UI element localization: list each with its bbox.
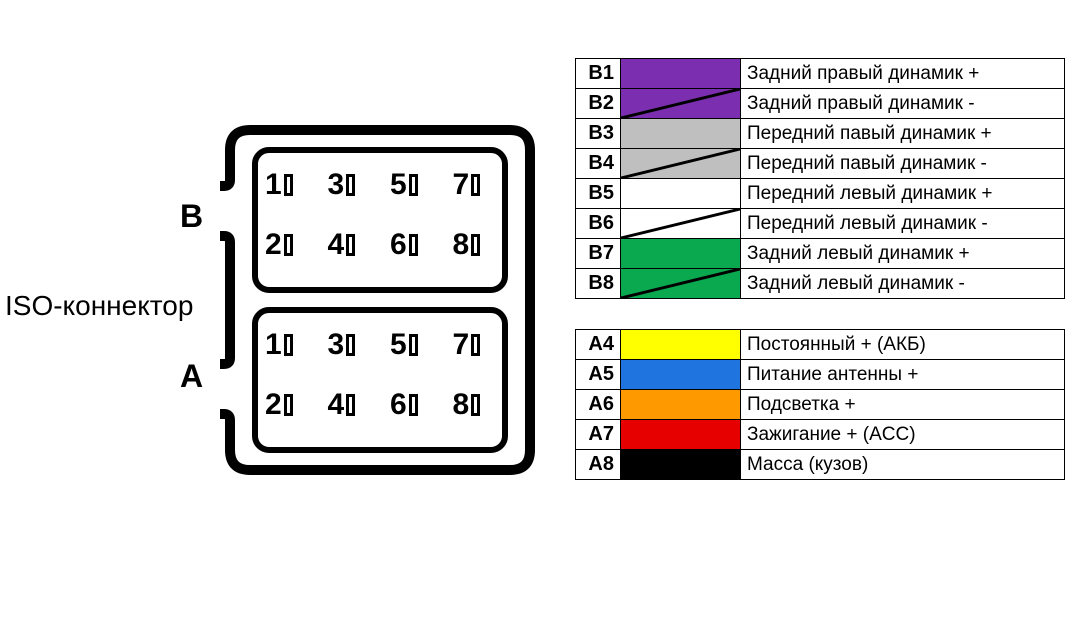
pin-a4: 4	[328, 388, 356, 422]
legend-pin-label: B1	[576, 59, 621, 89]
legend-row: A7 Зажигание + (ACC)	[576, 420, 1065, 450]
stripe-icon	[621, 149, 740, 178]
legend-desc: Передний левый динамик -	[741, 209, 1065, 239]
legend-pin-label: B7	[576, 239, 621, 269]
legend-desc: Задний правый динамик -	[741, 89, 1065, 119]
pin-a6: 6	[390, 388, 418, 422]
legend-pin-label: A8	[576, 450, 621, 480]
legend-desc: Передний павый динамик -	[741, 149, 1065, 179]
legend-pin-label: B4	[576, 149, 621, 179]
legend-row: B6 Передний левый динамик -	[576, 209, 1065, 239]
pin-b7: 7	[453, 168, 481, 202]
legend-desc: Питание антенны +	[741, 360, 1065, 390]
legend-desc: Масса (кузов)	[741, 450, 1065, 480]
legend-row: A6 Подсветка +	[576, 390, 1065, 420]
pin-a1: 1	[265, 328, 293, 362]
legend-pin-label: B5	[576, 179, 621, 209]
legend-desc: Задний правый динамик +	[741, 59, 1065, 89]
pinout-legend: B1 Задний правый динамик + B2 Задний правый…	[575, 58, 1065, 480]
legend-row: B2 Задний правый динамик -	[576, 89, 1065, 119]
pin-a2: 2	[265, 388, 293, 422]
legend-color-swatch	[621, 239, 741, 269]
legend-row: A5 Питание антенны +	[576, 360, 1065, 390]
legend-color-swatch	[621, 450, 741, 480]
legend-pin-label: A6	[576, 390, 621, 420]
pin-a7: 7	[453, 328, 481, 362]
pin-b4: 4	[328, 228, 356, 262]
pin-a5: 5	[390, 328, 418, 362]
legend-desc: Подсветка +	[741, 390, 1065, 420]
legend-pin-label: A5	[576, 360, 621, 390]
section-label-a: A	[180, 358, 203, 395]
legend-desc: Передний левый динамик +	[741, 179, 1065, 209]
legend-table-b: B1 Задний правый динамик + B2 Задний правый…	[575, 58, 1065, 299]
pin-a8: 8	[453, 388, 481, 422]
legend-color-swatch	[621, 59, 741, 89]
section-label-b: B	[180, 198, 203, 235]
legend-color-swatch	[621, 89, 741, 119]
legend-desc: Передний павый динамик +	[741, 119, 1065, 149]
legend-row: A8 Масса (кузов)	[576, 450, 1065, 480]
pins-section-b: 1 3 5 7 2 4 6 8	[260, 155, 515, 275]
legend-table-a: A4Постоянный + (АКБ)A5Питание антенны +A…	[575, 329, 1065, 480]
stripe-icon	[621, 209, 740, 238]
legend-color-swatch	[621, 390, 741, 420]
pins-section-a: 1 3 5 7 2 4 6 8	[260, 315, 515, 435]
legend-pin-label: B3	[576, 119, 621, 149]
legend-desc: Зажигание + (ACC)	[741, 420, 1065, 450]
legend-desc: Задний левый динамик -	[741, 269, 1065, 299]
legend-row: B4 Передний павый динамик -	[576, 149, 1065, 179]
pin-a3: 3	[328, 328, 356, 362]
legend-desc: Задний левый динамик +	[741, 239, 1065, 269]
legend-row: B7 Задний левый динамик +	[576, 239, 1065, 269]
legend-pin-label: B8	[576, 269, 621, 299]
legend-color-swatch	[621, 360, 741, 390]
pin-b5: 5	[390, 168, 418, 202]
legend-color-swatch	[621, 209, 741, 239]
pin-b3: 3	[328, 168, 356, 202]
legend-pin-label: A4	[576, 330, 621, 360]
legend-color-swatch	[621, 420, 741, 450]
legend-row: B8 Задний левый динамик -	[576, 269, 1065, 299]
legend-color-swatch	[621, 149, 741, 179]
legend-desc: Постоянный + (АКБ)	[741, 330, 1065, 360]
stripe-icon	[621, 269, 740, 298]
legend-color-swatch	[621, 330, 741, 360]
pin-b2: 2	[265, 228, 293, 262]
stripe-icon	[621, 89, 740, 118]
legend-color-swatch	[621, 119, 741, 149]
legend-row: B1 Задний правый динамик +	[576, 59, 1065, 89]
pin-b6: 6	[390, 228, 418, 262]
legend-row: B3 Передний павый динамик +	[576, 119, 1065, 149]
legend-color-swatch	[621, 179, 741, 209]
legend-pin-label: A7	[576, 420, 621, 450]
legend-pin-label: B2	[576, 89, 621, 119]
connector-body: B 1 3 5 7 2 4 6 8 A 1 3 5 7 2 4 6 8	[220, 120, 540, 480]
legend-row: B5 Передний левый динамик +	[576, 179, 1065, 209]
legend-pin-label: B6	[576, 209, 621, 239]
iso-label: ISO-коннектор	[5, 290, 193, 322]
pin-b1: 1	[265, 168, 293, 202]
legend-row: A4 Постоянный + (АКБ)	[576, 330, 1065, 360]
legend-color-swatch	[621, 269, 741, 299]
pin-b8: 8	[453, 228, 481, 262]
